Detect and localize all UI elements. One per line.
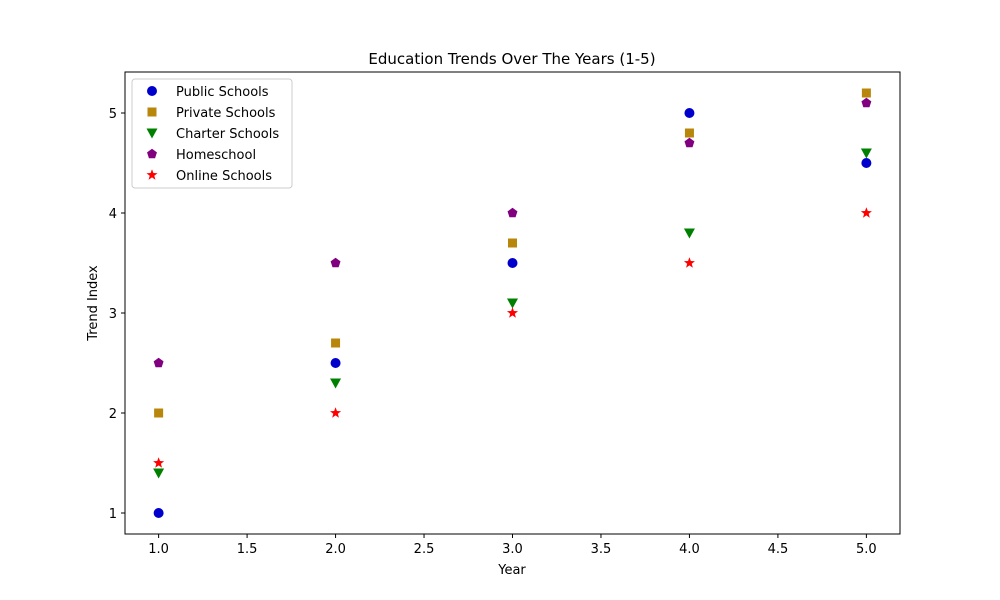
- data-points: [153, 88, 872, 518]
- legend-label-private-schools: Private Schools: [176, 106, 276, 121]
- x-tick-label: 3.5: [591, 542, 612, 557]
- legend-marker-public-schools: [147, 86, 157, 96]
- y-axis: 1 2 3 4 5: [109, 107, 125, 522]
- legend-marker-homeschool: [147, 148, 157, 159]
- point-public-schools: [861, 158, 872, 168]
- y-tick-label: 3: [109, 307, 117, 322]
- point-homeschool: [507, 207, 518, 218]
- x-tick-label: 2.5: [414, 542, 435, 557]
- legend-marker-charter-schools: [146, 128, 158, 139]
- point-homeschool: [684, 137, 695, 148]
- legend-label-online-schools: Online Schools: [176, 169, 272, 184]
- point-charter-schools: [153, 468, 165, 479]
- x-tick-label: 1.5: [237, 542, 258, 557]
- x-tick-label: 2.0: [325, 542, 346, 557]
- point-private-schools: [861, 88, 871, 98]
- point-private-schools: [684, 128, 694, 138]
- y-tick-label: 5: [109, 107, 117, 122]
- point-public-schools: [153, 508, 164, 518]
- legend-box: [131, 78, 293, 189]
- legend-label-public-schools: Public Schools: [176, 85, 269, 100]
- legend-marker-online-schools: [146, 169, 158, 180]
- point-private-schools: [154, 408, 164, 418]
- x-tick-label: 5.0: [856, 542, 877, 557]
- x-tick-label: 3.0: [502, 542, 523, 557]
- point-public-schools: [507, 258, 518, 268]
- point-charter-schools: [683, 228, 695, 239]
- legend-label-charter-schools: Charter Schools: [176, 127, 279, 142]
- y-tick-label: 2: [109, 407, 117, 422]
- point-homeschool: [861, 97, 872, 108]
- x-tick-label: 4.5: [768, 542, 789, 557]
- y-tick-label: 4: [109, 207, 117, 222]
- point-charter-schools: [330, 378, 342, 389]
- chart-title: Education Trends Over The Years (1-5): [368, 50, 655, 68]
- point-public-schools: [330, 358, 341, 368]
- point-public-schools: [684, 108, 695, 118]
- point-online-schools: [860, 207, 872, 218]
- legend-marker-private-schools: [147, 107, 157, 117]
- point-online-schools: [153, 457, 165, 468]
- x-axis: 1.0 1.5 2.0 2.5 3.0 3.5 4.0 4.5 5.0: [148, 534, 877, 557]
- point-homeschool: [330, 257, 341, 268]
- point-private-schools: [508, 238, 517, 248]
- point-online-schools: [330, 407, 342, 418]
- point-charter-schools: [860, 148, 872, 159]
- y-tick-label: 1: [109, 507, 117, 522]
- legend: Public Schools Private Schools Charter Sch…: [131, 78, 293, 189]
- point-private-schools: [331, 338, 341, 348]
- x-tick-label: 4.0: [679, 542, 700, 557]
- point-homeschool: [153, 357, 164, 368]
- x-tick-label: 1.0: [148, 542, 169, 557]
- y-axis-label: Trend Index: [86, 265, 101, 342]
- point-online-schools: [506, 307, 519, 318]
- point-charter-schools: [507, 298, 518, 309]
- point-online-schools: [683, 257, 695, 268]
- x-axis-label: Year: [497, 563, 526, 578]
- legend-label-homeschool: Homeschool: [176, 148, 256, 163]
